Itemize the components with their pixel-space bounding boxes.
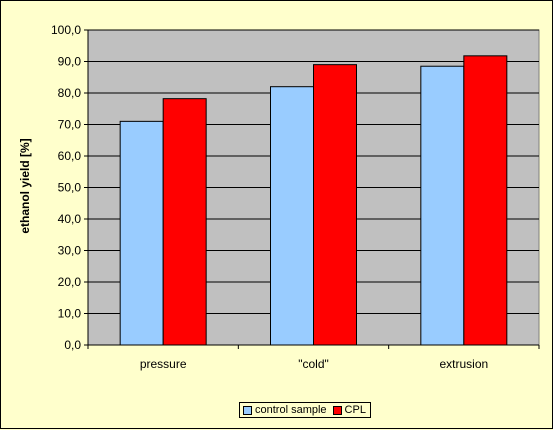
y-tick-label: 60,0 <box>58 149 82 163</box>
x-tick-label: "cold" <box>298 357 329 371</box>
bars <box>119 55 508 346</box>
bar-cpl <box>162 98 207 346</box>
bar-cpl <box>463 55 508 346</box>
x-tick-labels: pressure "cold" extrusion <box>140 357 488 371</box>
legend-item-control: control sample <box>243 404 327 416</box>
legend-label-cpl: CPL <box>344 404 366 416</box>
y-tick-label: 20,0 <box>58 275 82 289</box>
y-tick-label: 50,0 <box>58 181 82 195</box>
y-tick-labels: 0,0 10,0 20,0 30,0 40,0 50,0 60,0 70,0 80,0 90,0 1… <box>51 23 81 352</box>
bar-control <box>420 65 465 346</box>
y-axis-label: ethanol yield [%] <box>18 138 32 233</box>
legend-swatch-cpl <box>332 405 342 415</box>
bar-control <box>270 86 314 346</box>
legend-label-control: control sample <box>255 404 327 416</box>
legend-item-cpl: CPL <box>332 404 366 416</box>
axes <box>84 29 540 349</box>
legend: control sample CPL <box>239 402 371 418</box>
bar-control <box>119 120 164 346</box>
x-tick-label: extrusion <box>439 357 488 371</box>
y-tick-label: 70,0 <box>58 118 82 132</box>
y-tick-label: 30,0 <box>58 244 82 258</box>
legend-swatch-control <box>243 405 252 415</box>
y-tick-label: 90,0 <box>58 55 82 69</box>
x-tick-label: pressure <box>140 357 187 371</box>
y-tick-label: 10,0 <box>58 307 82 321</box>
y-tick-label: 40,0 <box>58 212 82 226</box>
y-tick-label: 100,0 <box>51 23 81 37</box>
bar-cpl <box>313 64 357 346</box>
y-tick-label: 0,0 <box>64 338 81 352</box>
y-tick-label: 80,0 <box>58 86 82 100</box>
